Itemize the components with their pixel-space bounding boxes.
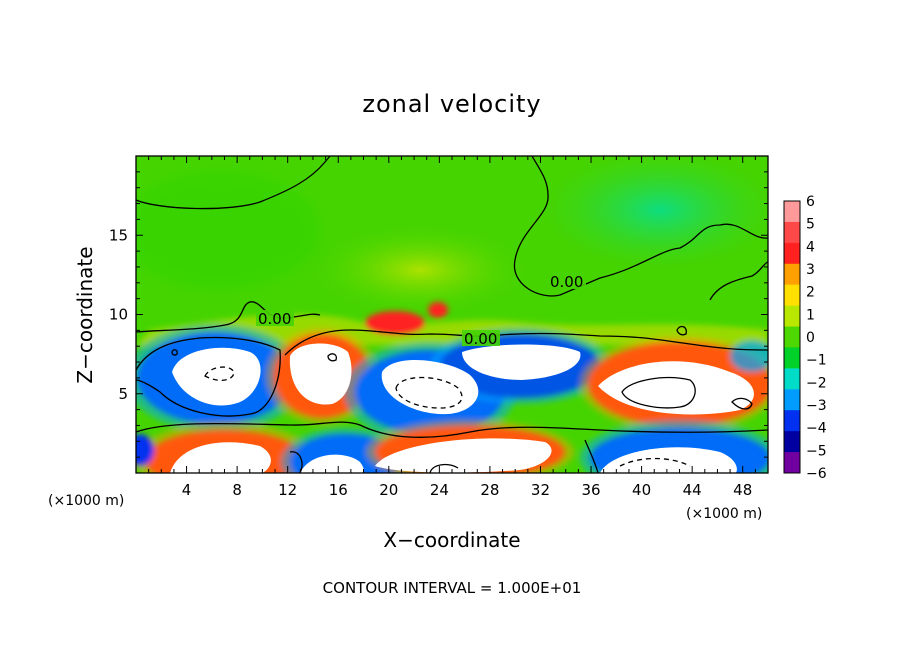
core-6 xyxy=(170,442,271,473)
contour-label-1: 0.00 xyxy=(550,273,583,291)
x-tick-label: 8 xyxy=(232,481,242,499)
colorbar-swatch xyxy=(784,389,800,411)
contour-lines xyxy=(136,156,768,473)
x-unit-right: (×1000 m) xyxy=(686,506,762,522)
zero-contour-right-2 xyxy=(709,261,768,301)
colorbar-swatch xyxy=(784,431,800,453)
colorbar-swatch xyxy=(784,263,800,286)
colorbar-swatch xyxy=(784,368,800,390)
x-tick-label: 48 xyxy=(733,481,752,499)
zero-contour-low-1 xyxy=(136,421,768,438)
x-tick-label: 16 xyxy=(329,481,348,499)
upper-light-region xyxy=(540,156,768,270)
colorbar-label: −5 xyxy=(806,443,827,459)
colorbar-swatch xyxy=(784,201,800,223)
chart-title: zonal velocity xyxy=(362,90,541,118)
colorbar-label: −6 xyxy=(806,466,827,482)
colorbar-label: −1 xyxy=(806,353,827,369)
negative-contours xyxy=(204,366,691,467)
x-tick-label: 20 xyxy=(379,481,398,499)
zero-contour-right xyxy=(513,156,768,297)
neg-ten-contour-1 xyxy=(204,366,235,382)
colorbar-swatch xyxy=(784,242,800,265)
colorbar-label: −4 xyxy=(806,421,827,437)
colorbar: 6 5 4 3 2 1 0 −1 −2 −3 −4 −5 −6 xyxy=(783,194,827,482)
small-loop-2 xyxy=(676,325,687,336)
y-axis-ticks: 5 10 15 xyxy=(109,155,768,474)
colorbar-swatch xyxy=(784,347,800,369)
x-tick-label: 32 xyxy=(531,481,550,499)
zero-contour-upper xyxy=(136,156,331,210)
y-axis-title: Z−coordinate xyxy=(73,246,97,383)
pos-ten-contour-3 xyxy=(429,463,459,473)
core-8 xyxy=(375,438,552,473)
colorbar-swatch xyxy=(784,284,800,307)
x-tick-label: 24 xyxy=(430,481,449,499)
x-tick-label: 36 xyxy=(581,481,600,499)
x-tick-label: 4 xyxy=(182,481,192,499)
neg-ten-contour-3 xyxy=(619,457,691,467)
heatmap-field xyxy=(136,156,768,473)
contour-label-2: 0.00 xyxy=(258,310,291,328)
colorbar-label: −3 xyxy=(806,398,827,414)
x-axis-title: X−coordinate xyxy=(383,528,520,552)
x-tick-label: 28 xyxy=(480,481,499,499)
y-tick-label: 10 xyxy=(109,306,128,324)
colorbar-label: 3 xyxy=(806,262,815,278)
small-loop-1 xyxy=(327,353,338,362)
y-tick-label: 15 xyxy=(109,226,128,244)
colorbar-label: 6 xyxy=(806,194,815,210)
y-tick-label: 5 xyxy=(118,385,128,403)
core-5 xyxy=(598,361,754,415)
colorbar-label: 4 xyxy=(806,239,815,255)
core-1 xyxy=(172,347,261,406)
colorbar-swatch xyxy=(784,221,800,244)
colorbar-label: 5 xyxy=(806,217,815,233)
core-7 xyxy=(300,454,364,473)
colorbar-swatch xyxy=(784,452,800,474)
pos-ten-contour xyxy=(621,377,696,409)
upper-yellow-region xyxy=(310,225,530,315)
zero-contour-mid-3 xyxy=(136,336,281,417)
colorbar-label: −2 xyxy=(806,375,827,391)
zero-contour-mid-2 xyxy=(284,329,768,356)
x-unit-left: (×1000 m) xyxy=(48,493,124,509)
contour-value-labels: 0.00 0.00 0.00 xyxy=(256,273,586,348)
x-tick-label: 44 xyxy=(683,481,702,499)
contour-label-3: 0.00 xyxy=(464,330,497,348)
pos-ten-contour-2 xyxy=(731,397,753,410)
zero-contour-low-2 xyxy=(289,451,303,473)
colorbar-swatch xyxy=(784,410,800,432)
colorbar-swatch xyxy=(784,326,800,348)
upper-left-green xyxy=(136,170,320,290)
x-axis-ticks: 4 8 12 16 20 24 28 32 36 40 44 48 xyxy=(135,156,769,499)
colorbar-label: 1 xyxy=(806,307,815,323)
x-tick-label: 40 xyxy=(632,481,651,499)
core-4 xyxy=(462,344,581,380)
x-tick-label: 12 xyxy=(278,481,297,499)
small-loop-3 xyxy=(171,349,178,356)
colorbar-label: 2 xyxy=(806,285,815,301)
colorbar-swatch xyxy=(784,305,800,328)
neg-ten-contour-2 xyxy=(395,376,463,409)
contour-interval-text: CONTOUR INTERVAL = 1.000E+01 xyxy=(323,579,582,597)
colorbar-frame xyxy=(783,200,801,474)
colorbar-label: 0 xyxy=(806,330,815,346)
upper-red-cell xyxy=(365,311,425,335)
zero-contour-low-3 xyxy=(584,439,599,473)
